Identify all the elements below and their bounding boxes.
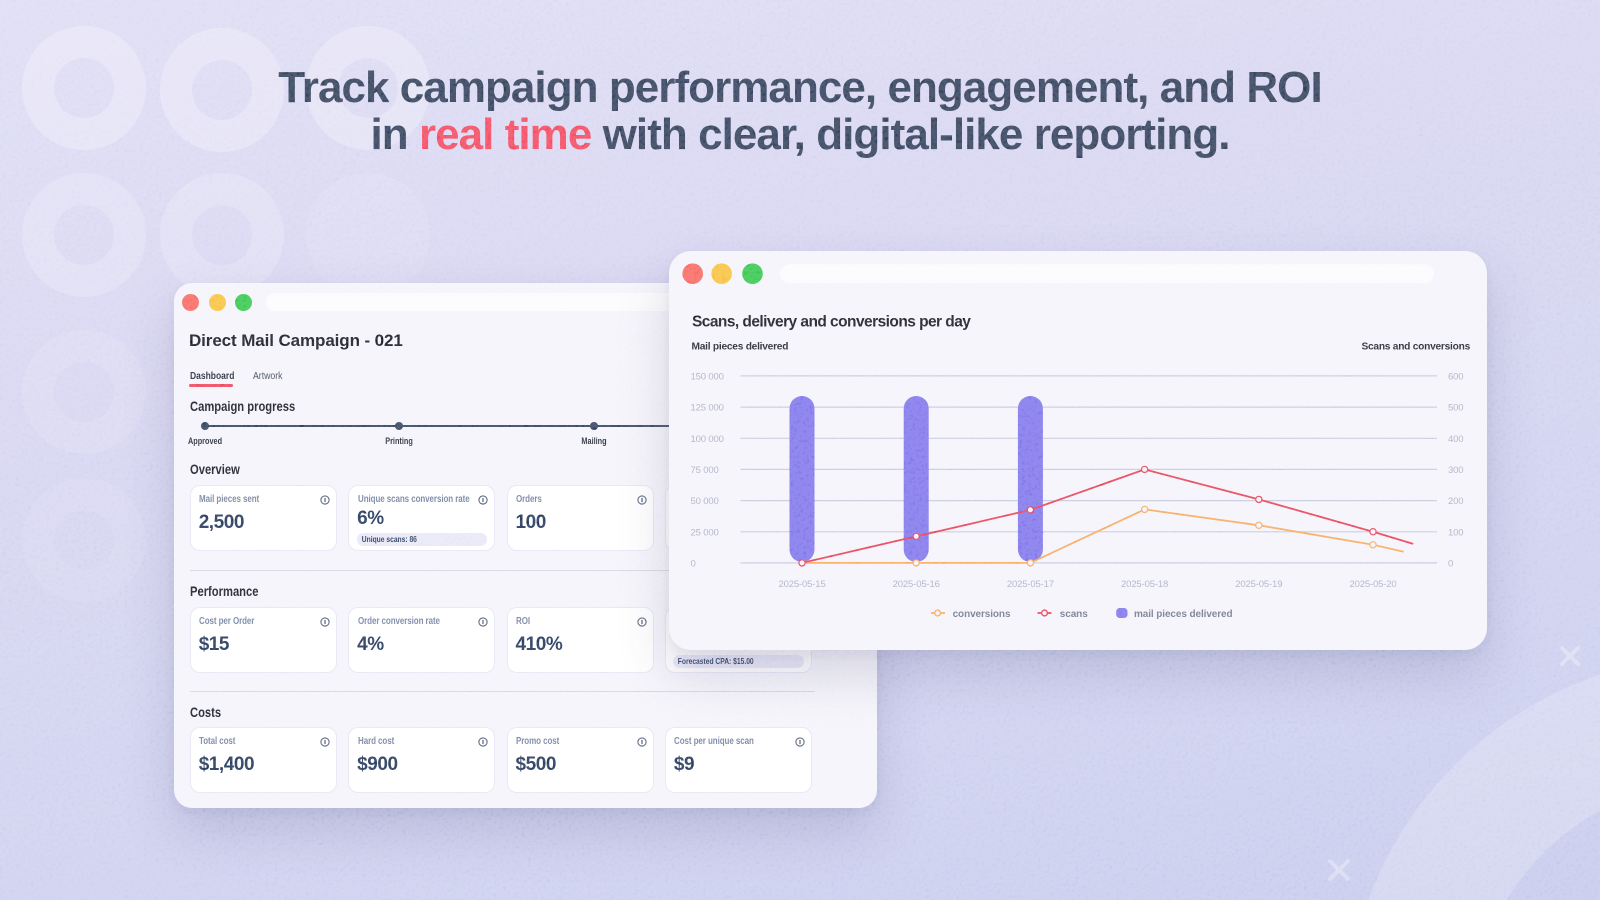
svg-text:75 000: 75 000 bbox=[691, 465, 719, 476]
svg-text:125 000: 125 000 bbox=[691, 403, 724, 414]
svg-text:2025-05-19: 2025-05-19 bbox=[1235, 579, 1282, 590]
svg-text:100: 100 bbox=[1448, 527, 1463, 538]
svg-text:scans: scans bbox=[1060, 609, 1088, 620]
svg-text:100 000: 100 000 bbox=[691, 434, 724, 445]
svg-text:mail pieces delivered: mail pieces delivered bbox=[1134, 609, 1233, 620]
svg-text:2025-05-18: 2025-05-18 bbox=[1121, 579, 1168, 590]
svg-text:400: 400 bbox=[1448, 434, 1463, 445]
svg-text:0: 0 bbox=[691, 558, 696, 569]
svg-text:0: 0 bbox=[1448, 558, 1453, 569]
svg-text:500: 500 bbox=[1448, 403, 1463, 414]
svg-text:2025-05-17: 2025-05-17 bbox=[1007, 579, 1054, 590]
svg-text:Scans, delivery and conversion: Scans, delivery and conversions per day bbox=[692, 314, 971, 331]
svg-text:600: 600 bbox=[1448, 371, 1463, 382]
svg-text:2025-05-20: 2025-05-20 bbox=[1349, 579, 1396, 590]
svg-text:25 000: 25 000 bbox=[691, 527, 719, 538]
svg-text:200: 200 bbox=[1448, 496, 1463, 507]
svg-text:Mail pieces delivered: Mail pieces delivered bbox=[692, 342, 789, 353]
svg-text:Scans and conversions: Scans and conversions bbox=[1361, 342, 1470, 353]
svg-text:50 000: 50 000 bbox=[691, 496, 719, 507]
svg-text:2025-05-16: 2025-05-16 bbox=[893, 579, 940, 590]
svg-text:150 000: 150 000 bbox=[691, 371, 724, 382]
svg-text:conversions: conversions bbox=[953, 609, 1011, 620]
svg-text:300: 300 bbox=[1448, 465, 1463, 476]
svg-text:2025-05-15: 2025-05-15 bbox=[778, 579, 825, 590]
